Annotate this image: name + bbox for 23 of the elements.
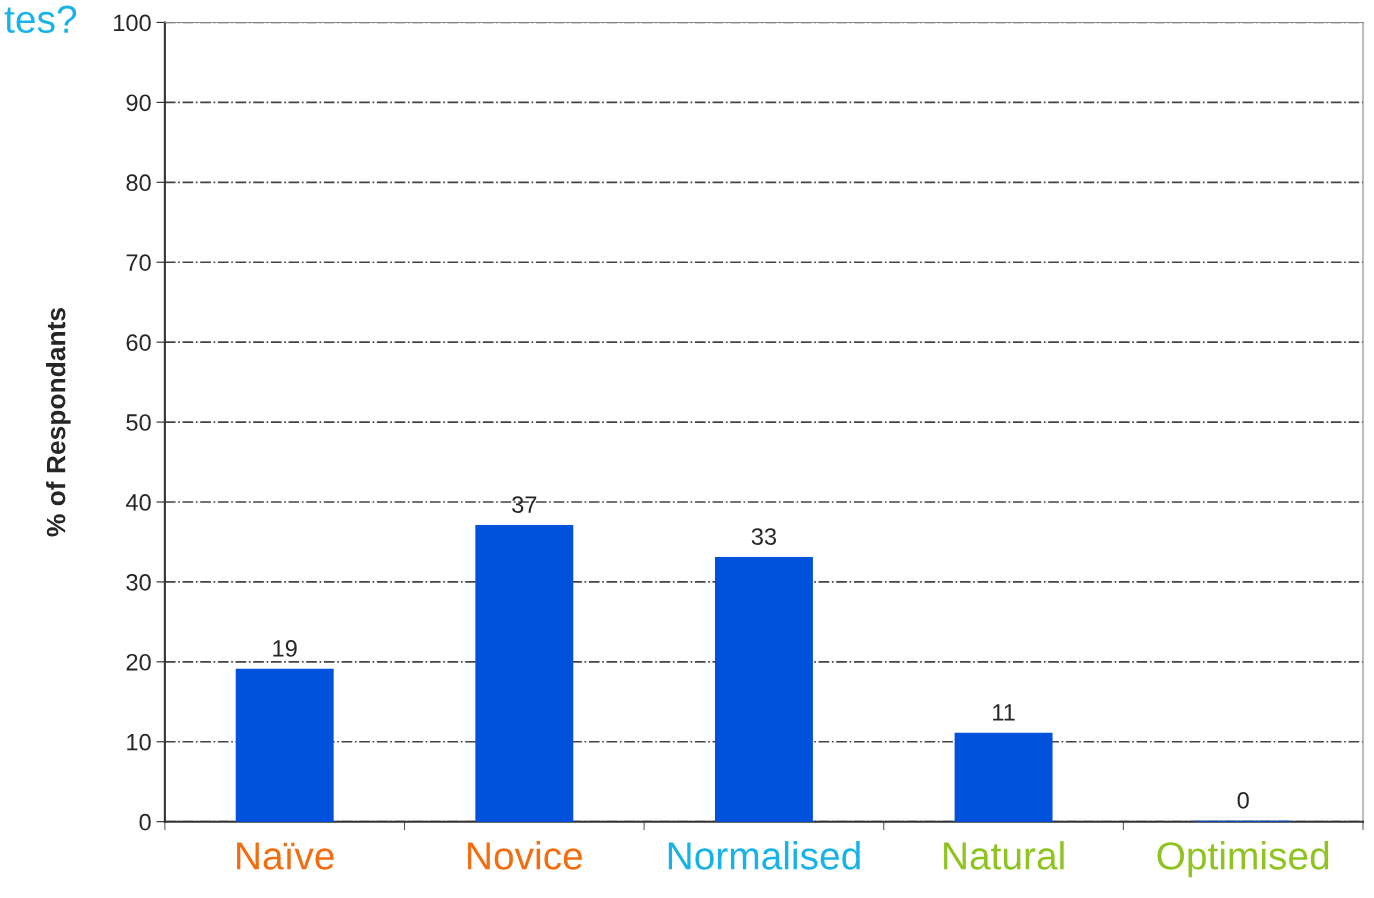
y-tick-label: 70 <box>126 254 151 271</box>
data-label: 33 <box>751 528 777 545</box>
y-tick-label: 100 <box>114 14 151 32</box>
data-label: 0 <box>1237 791 1249 809</box>
y-tick-label: 60 <box>126 334 151 351</box>
x-tick-label: Novice <box>468 841 583 870</box>
y-tick-label: 20 <box>126 653 151 671</box>
x-tick-label: Naïve <box>237 842 334 870</box>
data-label: 19 <box>273 640 297 657</box>
data-label: 37 <box>512 496 537 513</box>
y-tick-label: 40 <box>125 494 151 511</box>
y-tick-label: 80 <box>126 174 151 192</box>
x-tick-label: Natural <box>944 841 1064 870</box>
y-tick-label: 50 <box>126 414 151 431</box>
y-tick-label: 30 <box>126 573 151 591</box>
chart-title: tes? <box>4 5 77 34</box>
x-tick-label: Optimised <box>1157 841 1329 878</box>
data-label: 11 <box>993 704 1015 721</box>
y-tick-label: 0 <box>139 813 151 831</box>
x-tick-label: Normalised <box>668 841 860 870</box>
y-axis-title: % of Respondants <box>46 308 71 537</box>
y-tick-label: 10 <box>127 733 151 751</box>
y-tick-label: 90 <box>126 94 151 112</box>
